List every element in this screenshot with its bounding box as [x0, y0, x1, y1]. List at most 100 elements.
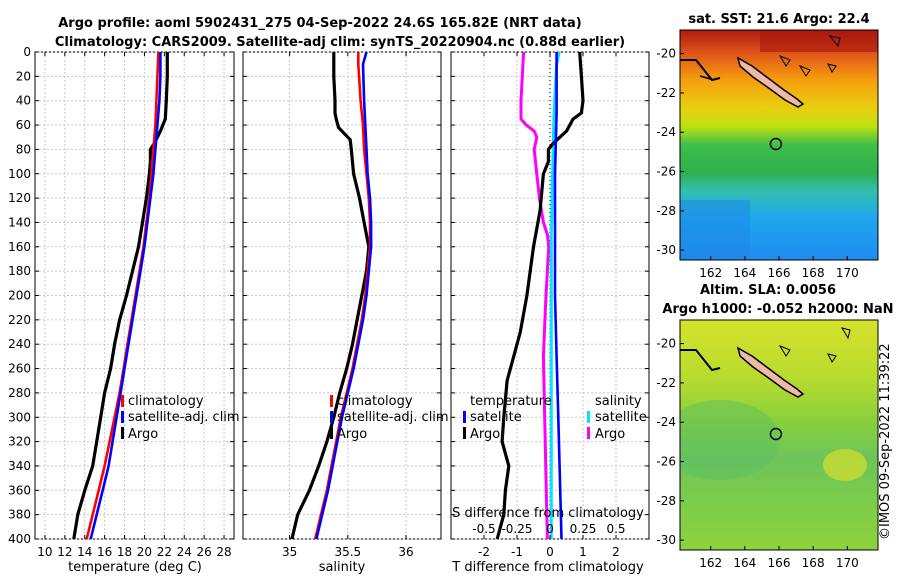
x-tick-label: 24 — [177, 545, 192, 559]
x-tick-label: 2 — [612, 545, 620, 559]
x-tick-label: 14 — [77, 545, 92, 559]
map-x-tick-label: 168 — [802, 266, 825, 280]
x-tick-label: -2 — [478, 545, 490, 559]
difference-ticks: -2 -1 0 1 2 — [451, 51, 649, 559]
map-x-tick-label: 168 — [802, 556, 825, 570]
y-tick-label: 320 — [8, 435, 31, 449]
coastline-fragment — [680, 349, 721, 372]
sla-map-panel: Altim. SLA: 0.0056 Argo h1000: -0.052 h2… — [656, 283, 893, 570]
temperature-x-label: temperature (deg C) — [68, 560, 202, 575]
temperature-series — [72, 51, 169, 540]
copyright-label: ©IMOS 09-Sep-2022 11:39:22 — [878, 343, 893, 540]
salinity-panel: 35 35.5 36 climatology satellite-adj. clim… — [242, 51, 449, 575]
y-tick-label: 340 — [8, 459, 31, 473]
legend-t-satellite-label: satellite — [470, 410, 522, 425]
sla-low-patch — [680, 400, 780, 480]
difference-legend: temperature satellite Argo salinity sate… — [463, 394, 647, 442]
y-tick-label: 280 — [8, 386, 31, 400]
y-tick-label: 220 — [8, 313, 31, 327]
difference-grid — [451, 51, 649, 540]
t-argo-difference-line — [495, 51, 585, 540]
sla-map-title-line1: Altim. SLA: 0.0056 — [700, 283, 836, 298]
x-tick-label: 10 — [37, 545, 52, 559]
map-y-tick-label: -26 — [656, 165, 676, 179]
s-difference-ticks: -0.5 -0.25 0 0.25 0.5 — [472, 522, 626, 539]
y-tick-label: 20 — [16, 69, 31, 83]
map-y-tick-label: -28 — [656, 204, 676, 218]
legend-satellite-label: satellite-adj. clim — [337, 410, 449, 425]
sla-map-title-line2: Argo h1000: -0.052 h2000: NaN — [662, 302, 893, 317]
legend-argo-label: Argo — [337, 427, 367, 442]
s-tick-label: 0.5 — [606, 522, 625, 536]
salinity-ticks: 35 35.5 36 — [243, 51, 441, 559]
coastline-fragment — [778, 344, 791, 357]
map-x-tick-label: 170 — [836, 556, 859, 570]
x-tick-label: 12 — [57, 545, 72, 559]
y-tick-label: 380 — [8, 508, 31, 522]
y-tick-label: 240 — [8, 337, 31, 351]
map-y-tick-label: -30 — [656, 533, 676, 547]
y-tick-label: 300 — [8, 410, 31, 424]
figure-title-line2: Climatology: CARS2009. Satellite-adj cli… — [55, 35, 625, 50]
map-y-tick-label: -26 — [656, 455, 676, 469]
coastline-fragment — [798, 64, 811, 77]
x-tick-label: -1 — [511, 545, 523, 559]
y-tick-label: 120 — [8, 191, 31, 205]
map-y-tick-label: -22 — [656, 376, 676, 390]
map-x-tick-label: 166 — [768, 266, 791, 280]
map-y-tick-label: -20 — [656, 337, 676, 351]
map-y-tick-label: -24 — [656, 415, 676, 429]
sst-map-title: sat. SST: 21.6 Argo: 22.4 — [688, 12, 869, 27]
x-tick-label: 20 — [137, 545, 152, 559]
figure-title-line1: Argo profile: aoml 5902431_275 04-Sep-20… — [58, 16, 582, 31]
map-y-tick-label: -28 — [656, 494, 676, 508]
y-tick-label: 180 — [8, 264, 31, 278]
y-tick-label: 400 — [8, 532, 31, 546]
new-caledonia-landmass — [736, 346, 805, 398]
legend-argo-label: Argo — [128, 427, 158, 442]
legend-t-argo-label: Argo — [470, 427, 500, 442]
legend-satellite-swatch — [121, 411, 124, 423]
legend-climatology-label: climatology — [128, 394, 204, 409]
s-tick-label: 0.25 — [570, 522, 597, 536]
x-tick-label: 35.5 — [334, 545, 361, 559]
coastline-fragment — [827, 63, 837, 73]
sst-map-ticks: 162 164 166 168 170 -20 -22 -24 -26 -28 -30 — [656, 47, 858, 280]
legend-argo-swatch — [121, 427, 124, 439]
coastline-fragment — [699, 75, 715, 81]
x-tick-label: 16 — [97, 545, 112, 559]
sla-field — [680, 320, 878, 550]
temperature-ticks: 0 20 40 60 80 100 120 140 160 180 200 220 240 260 280 3… — [8, 45, 234, 559]
legend-climatology-swatch — [330, 395, 333, 407]
y-tick-label: 140 — [8, 215, 31, 229]
coastline-fragment — [827, 353, 837, 363]
new-caledonia-landmass — [736, 56, 805, 108]
sst-cool-patch — [680, 200, 750, 260]
x-tick-label: 35 — [282, 545, 297, 559]
y-tick-label: 0 — [23, 45, 31, 59]
y-tick-label: 60 — [16, 118, 31, 132]
x-tick-label: 0 — [546, 545, 554, 559]
legend-s-satellite-label: satellite — [595, 410, 647, 425]
map-y-tick-label: -30 — [656, 243, 676, 257]
satellite-temperature-line — [89, 52, 162, 540]
temperature-legend: climatology satellite-adj. clim Argo — [121, 394, 240, 442]
argo-position-marker — [769, 427, 783, 441]
y-tick-label: 260 — [8, 362, 31, 376]
sst-warm-patch — [760, 30, 878, 52]
legend-t-argo-swatch — [463, 427, 466, 439]
temperature-grid — [35, 51, 234, 540]
legend-argo-swatch — [330, 427, 333, 439]
y-tick-label: 40 — [16, 94, 31, 108]
legend-salinity-title: salinity — [595, 394, 642, 409]
legend-t-satellite-swatch — [463, 411, 466, 423]
satellite-salinity-line — [315, 51, 373, 540]
y-tick-label: 80 — [16, 142, 31, 156]
temperature-panel: 0 20 40 60 80 100 120 140 160 180 200 220 240 260 280 3… — [8, 45, 240, 575]
map-y-tick-label: -24 — [656, 125, 676, 139]
map-x-tick-label: 162 — [699, 556, 722, 570]
y-tick-label: 100 — [8, 167, 31, 181]
salinity-grid — [243, 51, 441, 540]
salinity-series — [290, 51, 373, 540]
